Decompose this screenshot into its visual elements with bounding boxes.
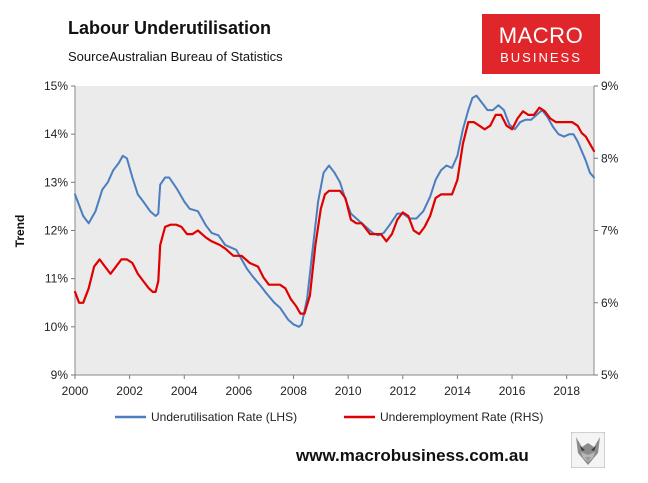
plot-area	[75, 86, 594, 375]
wolf-icon	[571, 432, 605, 468]
legend-label-underemployment: Underemployment Rate (RHS)	[380, 410, 543, 424]
y-left-tick-label: 11%	[45, 272, 68, 286]
footer-url: www.macrobusiness.com.au	[296, 446, 529, 465]
y-right-tick-label: 7%	[601, 224, 619, 238]
x-tick-label: 2016	[499, 384, 526, 398]
x-tick-label: 2018	[553, 384, 580, 398]
y-left-tick-label: 15%	[44, 79, 68, 93]
logo-text-macro: MACRO	[498, 23, 584, 48]
x-tick-label: 2004	[171, 384, 198, 398]
x-tick-label: 2000	[62, 384, 89, 398]
chart-title: Labour Underutilisation	[68, 18, 272, 38]
macrobusiness-logo: MACRO BUSINESS	[482, 14, 600, 74]
y-axis-label: Trend	[13, 215, 27, 248]
y-left-tick-label: 10%	[44, 320, 68, 334]
legend-label-underutilisation: Underutilisation Rate (LHS)	[151, 410, 297, 424]
x-tick-label: 2010	[335, 384, 362, 398]
y-left-tick-label: 14%	[44, 127, 68, 141]
x-tick-label: 2008	[280, 384, 307, 398]
y-left-tick-label: 9%	[51, 368, 69, 382]
y-left-tick-label: 13%	[44, 175, 68, 189]
x-tick-label: 2006	[226, 384, 253, 398]
underutilisation-series-line	[74, 94, 595, 328]
y-right-tick-label: 9%	[601, 79, 619, 93]
y-right-tick-label: 5%	[601, 368, 619, 382]
y-left-tick-label: 12%	[44, 224, 68, 238]
x-tick-label: 2014	[444, 384, 471, 398]
y-right-tick-label: 6%	[601, 296, 619, 310]
x-tick-label: 2002	[116, 384, 143, 398]
y-right-tick-label: 8%	[601, 151, 619, 165]
logo-text-business: BUSINESS	[500, 50, 582, 65]
underemployment-series-line	[73, 106, 596, 315]
chart-source: SourceAustralian Bureau of Statistics	[68, 49, 283, 64]
x-tick-label: 2012	[389, 384, 416, 398]
